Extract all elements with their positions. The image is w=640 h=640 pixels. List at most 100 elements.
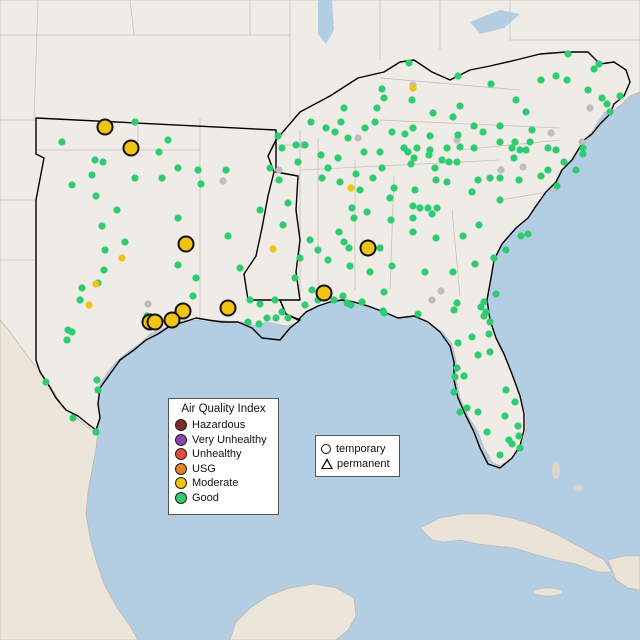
station-good-marker[interactable] bbox=[113, 206, 121, 214]
station-good-marker[interactable] bbox=[266, 164, 274, 172]
station-nodata-marker[interactable] bbox=[219, 177, 227, 185]
station-good-marker[interactable] bbox=[544, 144, 552, 152]
station-moderate-temporary-marker[interactable] bbox=[146, 313, 164, 331]
station-good-marker[interactable] bbox=[443, 178, 451, 186]
station-good-marker[interactable] bbox=[470, 122, 478, 130]
station-good-marker[interactable] bbox=[376, 148, 384, 156]
station-good-marker[interactable] bbox=[508, 144, 516, 152]
station-good-marker[interactable] bbox=[347, 301, 355, 309]
station-good-marker[interactable] bbox=[246, 296, 254, 304]
station-good-marker[interactable] bbox=[471, 260, 479, 268]
station-good-marker[interactable] bbox=[380, 309, 388, 317]
station-good-marker[interactable] bbox=[294, 158, 302, 166]
station-good-marker[interactable] bbox=[515, 176, 523, 184]
station-good-marker[interactable] bbox=[413, 144, 421, 152]
station-good-marker[interactable] bbox=[502, 386, 510, 394]
station-good-marker[interactable] bbox=[492, 290, 500, 298]
station-good-marker[interactable] bbox=[552, 146, 560, 154]
station-good-marker[interactable] bbox=[595, 60, 603, 68]
station-good-marker[interactable] bbox=[501, 412, 509, 420]
station-good-marker[interactable] bbox=[456, 102, 464, 110]
station-good-marker[interactable] bbox=[358, 298, 366, 306]
station-good-marker[interactable] bbox=[131, 118, 139, 126]
station-good-marker[interactable] bbox=[366, 268, 374, 276]
station-good-marker[interactable] bbox=[256, 300, 264, 308]
station-good-marker[interactable] bbox=[155, 148, 163, 156]
station-good-marker[interactable] bbox=[345, 244, 353, 252]
station-good-marker[interactable] bbox=[616, 92, 624, 100]
station-good-marker[interactable] bbox=[411, 186, 419, 194]
station-moderate-marker[interactable] bbox=[347, 184, 355, 192]
station-good-marker[interactable] bbox=[454, 131, 462, 139]
station-good-marker[interactable] bbox=[322, 124, 330, 132]
station-good-marker[interactable] bbox=[449, 268, 457, 276]
station-moderate-marker[interactable] bbox=[92, 280, 100, 288]
station-good-marker[interactable] bbox=[421, 268, 429, 276]
station-good-marker[interactable] bbox=[450, 388, 458, 396]
station-good-marker[interactable] bbox=[453, 158, 461, 166]
station-good-marker[interactable] bbox=[344, 134, 352, 142]
station-good-marker[interactable] bbox=[451, 373, 459, 381]
station-good-marker[interactable] bbox=[376, 244, 384, 252]
station-good-marker[interactable] bbox=[486, 348, 494, 356]
station-good-marker[interactable] bbox=[335, 228, 343, 236]
station-good-marker[interactable] bbox=[414, 310, 422, 318]
station-moderate-temporary-marker[interactable] bbox=[96, 118, 114, 136]
station-nodata-marker[interactable] bbox=[275, 166, 283, 174]
station-good-marker[interactable] bbox=[369, 174, 377, 182]
station-good-marker[interactable] bbox=[360, 148, 368, 156]
station-good-marker[interactable] bbox=[324, 256, 332, 264]
station-good-marker[interactable] bbox=[174, 261, 182, 269]
station-good-marker[interactable] bbox=[606, 108, 614, 116]
station-good-marker[interactable] bbox=[564, 50, 572, 58]
station-good-marker[interactable] bbox=[263, 314, 271, 322]
station-good-marker[interactable] bbox=[275, 176, 283, 184]
station-nodata-marker[interactable] bbox=[437, 287, 445, 295]
station-good-marker[interactable] bbox=[194, 166, 202, 174]
station-good-marker[interactable] bbox=[537, 172, 545, 180]
station-good-marker[interactable] bbox=[560, 158, 568, 166]
station-nodata-marker[interactable] bbox=[428, 296, 436, 304]
station-good-marker[interactable] bbox=[516, 444, 524, 452]
station-good-marker[interactable] bbox=[292, 141, 300, 149]
station-nodata-marker[interactable] bbox=[354, 134, 362, 142]
station-moderate-marker[interactable] bbox=[409, 84, 417, 92]
station-moderate-marker[interactable] bbox=[85, 301, 93, 309]
station-good-marker[interactable] bbox=[512, 96, 520, 104]
station-moderate-temporary-marker[interactable] bbox=[163, 311, 181, 329]
station-good-marker[interactable] bbox=[350, 214, 358, 222]
station-good-marker[interactable] bbox=[334, 154, 342, 162]
station-good-marker[interactable] bbox=[470, 144, 478, 152]
station-good-marker[interactable] bbox=[456, 143, 464, 151]
station-good-marker[interactable] bbox=[579, 144, 587, 152]
station-good-marker[interactable] bbox=[307, 118, 315, 126]
station-good-marker[interactable] bbox=[279, 221, 287, 229]
station-good-marker[interactable] bbox=[92, 192, 100, 200]
station-good-marker[interactable] bbox=[197, 180, 205, 188]
station-good-marker[interactable] bbox=[324, 164, 332, 172]
station-good-marker[interactable] bbox=[78, 284, 86, 292]
station-good-marker[interactable] bbox=[598, 94, 606, 102]
station-nodata-marker[interactable] bbox=[519, 163, 527, 171]
station-good-marker[interactable] bbox=[63, 336, 71, 344]
station-good-marker[interactable] bbox=[164, 136, 172, 144]
station-good-marker[interactable] bbox=[378, 164, 386, 172]
station-good-marker[interactable] bbox=[409, 124, 417, 132]
station-good-marker[interactable] bbox=[121, 238, 129, 246]
station-good-marker[interactable] bbox=[101, 246, 109, 254]
station-good-marker[interactable] bbox=[314, 246, 322, 254]
station-good-marker[interactable] bbox=[330, 296, 338, 304]
station-good-marker[interactable] bbox=[386, 194, 394, 202]
station-good-marker[interactable] bbox=[371, 118, 379, 126]
station-good-marker[interactable] bbox=[272, 314, 280, 322]
station-moderate-marker[interactable] bbox=[269, 245, 277, 253]
station-good-marker[interactable] bbox=[88, 171, 96, 179]
station-good-marker[interactable] bbox=[460, 372, 468, 380]
station-good-marker[interactable] bbox=[284, 199, 292, 207]
station-good-marker[interactable] bbox=[271, 296, 279, 304]
station-good-marker[interactable] bbox=[563, 76, 571, 84]
station-good-marker[interactable] bbox=[474, 408, 482, 416]
station-good-marker[interactable] bbox=[224, 232, 232, 240]
station-good-marker[interactable] bbox=[590, 65, 598, 73]
